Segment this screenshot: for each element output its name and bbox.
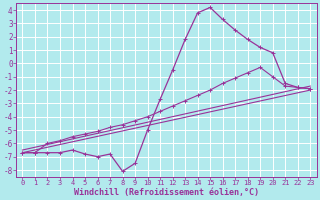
X-axis label: Windchill (Refroidissement éolien,°C): Windchill (Refroidissement éolien,°C) — [74, 188, 259, 197]
